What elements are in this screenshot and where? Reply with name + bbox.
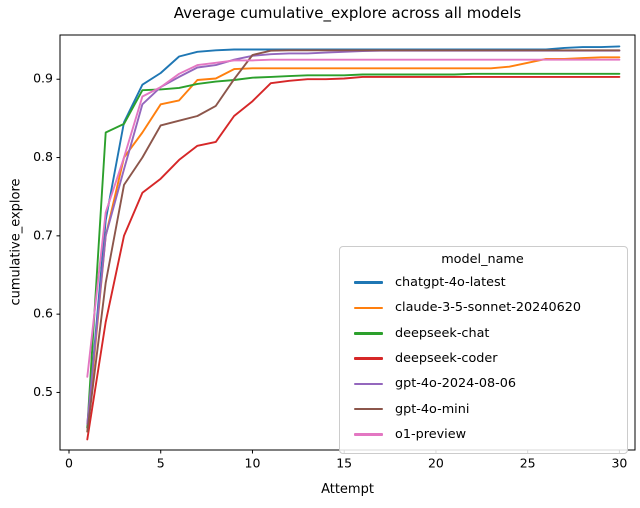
- legend-entry: deepseek-chat: [348, 321, 617, 346]
- x-tick-label: 20: [428, 456, 444, 471]
- series-line-claude-3-5-sonnet-20240620: [86, 56, 621, 433]
- legend-line-swatch: [354, 306, 383, 310]
- legend-line-swatch: [354, 331, 383, 335]
- legend: model_name chatgpt-4o-latest claude-3-5-…: [339, 246, 628, 455]
- legend-entry-label: gpt-4o-2024-08-06: [395, 376, 517, 392]
- y-tick-label: 0.9: [33, 71, 53, 86]
- legend-entry-label: deepseek-chat: [395, 325, 490, 341]
- y-tick-label: 0.8: [33, 149, 53, 164]
- legend-entry-label: chatgpt-4o-latest: [395, 275, 506, 291]
- legend-entry-label: deepseek-coder: [395, 351, 498, 367]
- y-tick-label: 0.7: [33, 227, 53, 242]
- y-tick-label: 0.5: [33, 384, 53, 399]
- x-tick-label: 15: [336, 456, 352, 471]
- legend-entry-label: gpt-4o-mini: [395, 401, 470, 417]
- chart-title: Average cumulative_explore across all mo…: [173, 4, 522, 22]
- x-tick-label: 5: [157, 456, 165, 471]
- legend-line-swatch: [354, 357, 383, 360]
- series-line-deepseek-chat: [86, 72, 621, 429]
- legend-entry: claude-3-5-sonnet-20240620: [348, 295, 617, 320]
- x-tick-label: 25: [520, 456, 536, 471]
- y-tick-label: 0.6: [33, 306, 53, 321]
- legend-line-swatch: [354, 281, 383, 284]
- legend-entry-label: claude-3-5-sonnet-20240620: [395, 300, 582, 316]
- y-axis-label: cumulative_explore: [8, 178, 24, 306]
- legend-entry: gpt-4o-2024-08-06: [348, 371, 617, 396]
- x-tick-label: 10: [245, 456, 261, 471]
- legend-title: model_name: [441, 252, 524, 267]
- legend-entries: chatgpt-4o-latest claude-3-5-sonnet-2024…: [348, 270, 617, 447]
- x-tick-label: 30: [611, 456, 627, 471]
- series-line-deepseek-coder: [86, 75, 621, 441]
- legend-entry: gpt-4o-mini: [348, 396, 617, 421]
- x-tick-label: 0: [65, 456, 73, 471]
- x-axis-label: Attempt: [321, 482, 374, 497]
- legend-line-swatch: [354, 382, 383, 386]
- legend-entry: deepseek-coder: [348, 346, 617, 371]
- legend-entry: chatgpt-4o-latest: [348, 270, 617, 295]
- series-line-o1-preview: [86, 58, 621, 378]
- series-line-gpt-4o-mini: [86, 49, 621, 433]
- legend-line-swatch: [354, 433, 383, 436]
- legend-entry-label: o1-preview: [395, 426, 467, 442]
- legend-line-swatch: [354, 407, 383, 411]
- legend-entry: o1-preview: [348, 422, 617, 447]
